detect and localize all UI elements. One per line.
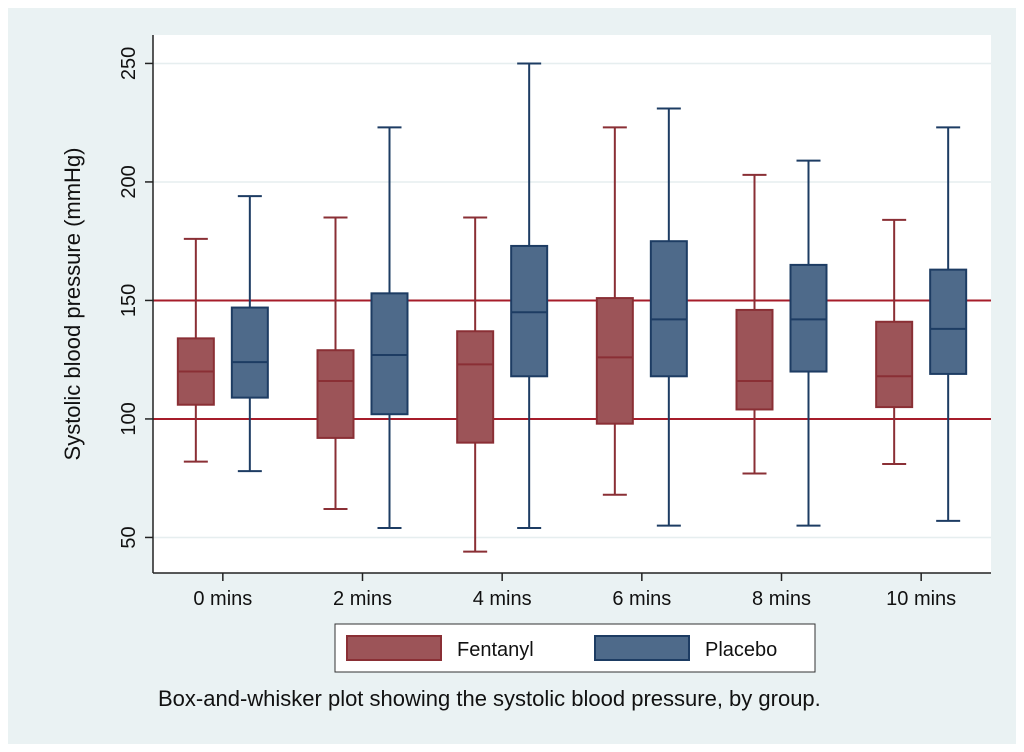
x-tick-label: 8 mins — [752, 588, 811, 610]
legend-label-fentanyl: Fentanyl — [457, 639, 534, 661]
box-placebo — [929, 268, 968, 375]
x-tick-label: 2 mins — [333, 588, 392, 610]
y-axis-title: Systolic blood pressure (mmHg) — [60, 148, 85, 461]
chart-figure: 50 100 150 200 250 Systolic blood pressure (m… — [8, 8, 1016, 744]
chart-svg: 50 100 150 200 250 Systolic blood pressure (m… — [60, 35, 991, 711]
box-placebo — [649, 240, 688, 378]
x-tick-label: 0 mins — [193, 588, 252, 610]
box-fentanyl — [316, 349, 355, 439]
y-tick-label: 200 — [118, 165, 140, 198]
x-tick-label: 10 mins — [886, 588, 956, 610]
box-placebo — [510, 244, 549, 378]
box-fentanyl — [595, 297, 634, 425]
x-tick-label: 6 mins — [612, 588, 671, 610]
box-fentanyl — [875, 320, 914, 409]
legend-label-placebo: Placebo — [705, 639, 777, 661]
x-tick-label: 4 mins — [473, 588, 532, 610]
legend-swatch-placebo — [594, 635, 690, 661]
legend-swatch-fentanyl — [346, 635, 442, 661]
y-tick-label: 50 — [118, 526, 140, 548]
plot-area — [153, 35, 991, 573]
y-tick-label: 250 — [118, 47, 140, 80]
box-placebo — [230, 306, 269, 399]
y-tick-label: 100 — [118, 402, 140, 435]
box-placebo — [789, 263, 828, 373]
box-placebo — [370, 292, 409, 416]
box-fentanyl — [735, 308, 774, 411]
box-fentanyl — [456, 330, 495, 444]
y-tick-label: 150 — [118, 284, 140, 317]
chart-caption: Box-and-whisker plot showing the systoli… — [158, 686, 821, 711]
